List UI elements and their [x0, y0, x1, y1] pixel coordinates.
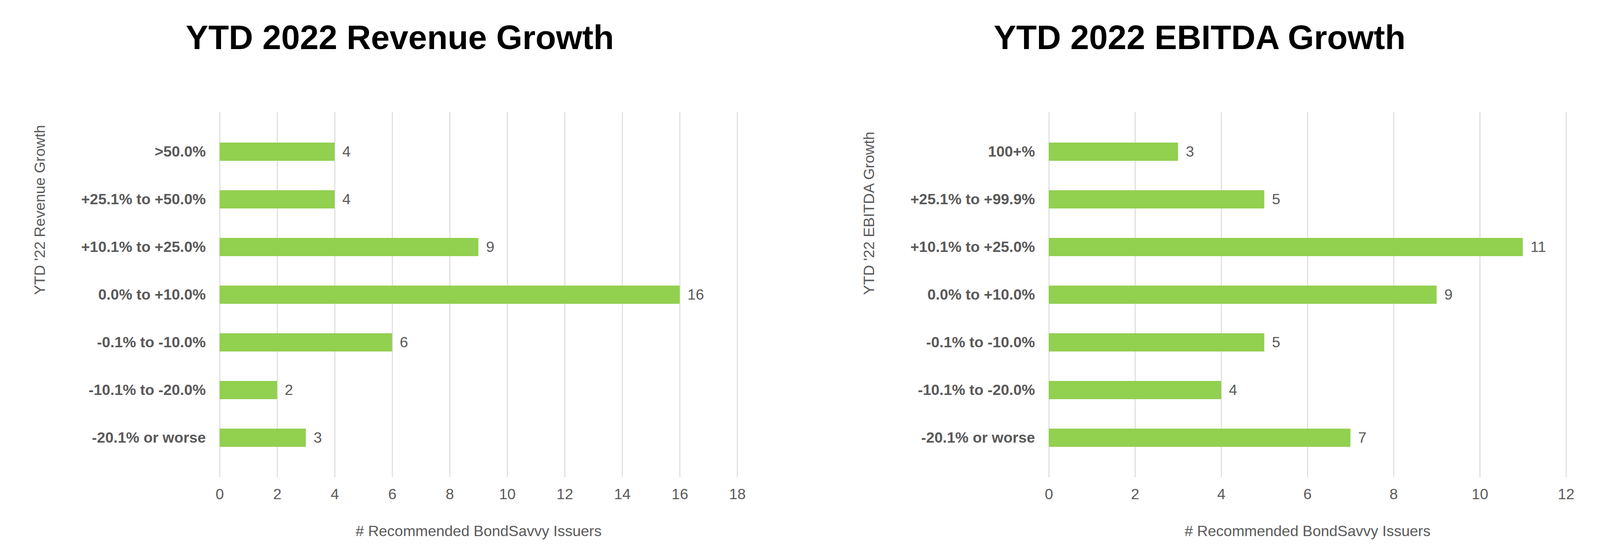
svg-text:100+%: 100+% [988, 142, 1036, 160]
svg-text:11: 11 [1530, 238, 1546, 256]
svg-text:>50.0%: >50.0% [154, 142, 206, 160]
svg-text:8: 8 [445, 485, 455, 503]
svg-text:4: 4 [1229, 381, 1238, 399]
svg-text:-10.1% to -20.0%: -10.1% to -20.0% [917, 381, 1036, 399]
svg-text:4: 4 [330, 485, 340, 503]
svg-text:16: 16 [671, 485, 689, 503]
svg-text:+25.1% to +50.0%: +25.1% to +50.0% [81, 190, 207, 208]
svg-text:2: 2 [284, 381, 294, 399]
svg-text:# Recommended BondSavvy Issuer: # Recommended BondSavvy Issuers [355, 522, 602, 540]
svg-text:9: 9 [1444, 285, 1453, 303]
svg-text:14: 14 [613, 485, 631, 503]
svg-text:16: 16 [687, 285, 704, 303]
html-text:YTD 2022 Revenue Growth: YTD 2022 Revenue Growth [185, 18, 614, 57]
svg-text:4: 4 [1217, 485, 1226, 503]
svg-text:# Recommended BondSavvy Issuer: # Recommended BondSavvy Issuers [1184, 522, 1431, 540]
svg-text:+25.1% to +99.9%: +25.1% to +99.9% [910, 190, 1036, 208]
svg-text:-20.1% or worse: -20.1% or worse [92, 428, 207, 446]
svg-text:YTD '22 Revenue Growth: YTD '22 Revenue Growth [31, 124, 49, 295]
svg-text:6: 6 [399, 333, 409, 351]
svg-text:3: 3 [1185, 142, 1195, 160]
svg-text:-0.1% to -10.0%: -0.1% to -10.0% [926, 333, 1036, 351]
svg-text:4: 4 [342, 190, 351, 208]
svg-text:4: 4 [342, 142, 351, 160]
svg-text:0: 0 [215, 485, 225, 503]
svg-text:7: 7 [1358, 428, 1367, 446]
svg-text:-10.1% to -20.0%: -10.1% to -20.0% [88, 381, 207, 399]
svg-text:2: 2 [1130, 485, 1140, 503]
svg-text:0.0% to +10.0%: 0.0% to +10.0% [98, 285, 206, 303]
svg-text:-0.1% to -10.0%: -0.1% to -10.0% [97, 333, 207, 351]
svg-text:10: 10 [498, 485, 516, 503]
svg-text:6: 6 [388, 485, 397, 503]
html-text:YTD 2022 EBITDA Growth: YTD 2022 EBITDA Growth [993, 18, 1406, 57]
svg-text:3: 3 [313, 428, 322, 446]
svg-text:0: 0 [1045, 485, 1054, 503]
svg-text:18: 18 [729, 485, 747, 503]
svg-text:5: 5 [1272, 190, 1281, 208]
svg-text:10: 10 [1471, 485, 1489, 503]
svg-text:0.0% to +10.0%: 0.0% to +10.0% [927, 285, 1035, 303]
svg-text:6: 6 [1303, 485, 1312, 503]
svg-text:2: 2 [273, 485, 282, 503]
svg-text:+10.1% to +25.0%: +10.1% to +25.0% [910, 238, 1036, 256]
svg-text:12: 12 [556, 485, 574, 503]
svg-text:12: 12 [1557, 485, 1575, 503]
svg-text:9: 9 [486, 238, 495, 256]
svg-text:5: 5 [1272, 333, 1281, 351]
svg-text:YTD '22 EBITDA Growth: YTD '22 EBITDA Growth [860, 131, 878, 295]
svg-text:-20.1% or worse: -20.1% or worse [921, 428, 1036, 446]
svg-text:+10.1% to +25.0%: +10.1% to +25.0% [81, 238, 207, 256]
svg-text:8: 8 [1389, 485, 1399, 503]
